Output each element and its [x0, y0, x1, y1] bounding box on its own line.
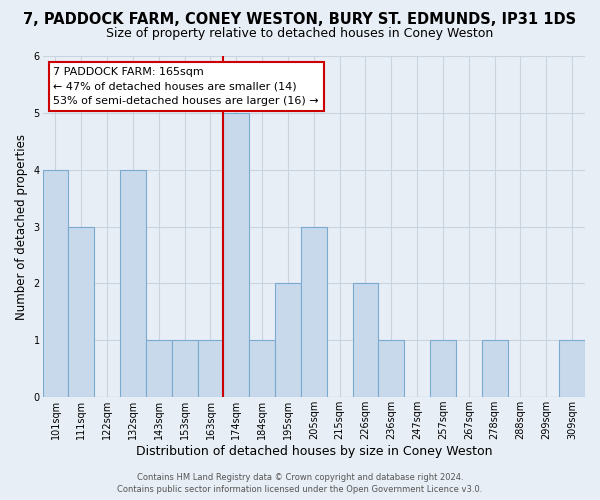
Text: Contains HM Land Registry data © Crown copyright and database right 2024.
Contai: Contains HM Land Registry data © Crown c…: [118, 472, 482, 494]
Bar: [559, 340, 585, 396]
Y-axis label: Number of detached properties: Number of detached properties: [15, 134, 28, 320]
Bar: [43, 170, 68, 396]
Bar: [223, 113, 249, 397]
Bar: [172, 340, 197, 396]
Bar: [379, 340, 404, 396]
Text: 7, PADDOCK FARM, CONEY WESTON, BURY ST. EDMUNDS, IP31 1DS: 7, PADDOCK FARM, CONEY WESTON, BURY ST. …: [23, 12, 577, 28]
Text: 7 PADDOCK FARM: 165sqm
← 47% of detached houses are smaller (14)
53% of semi-det: 7 PADDOCK FARM: 165sqm ← 47% of detached…: [53, 66, 319, 106]
Bar: [120, 170, 146, 396]
Bar: [430, 340, 456, 396]
Bar: [249, 340, 275, 396]
Text: Size of property relative to detached houses in Coney Weston: Size of property relative to detached ho…: [106, 28, 494, 40]
Bar: [275, 284, 301, 397]
Bar: [301, 226, 327, 396]
Bar: [353, 284, 379, 397]
Bar: [146, 340, 172, 396]
Bar: [68, 226, 94, 396]
X-axis label: Distribution of detached houses by size in Coney Weston: Distribution of detached houses by size …: [136, 444, 492, 458]
Bar: [197, 340, 223, 396]
Bar: [482, 340, 508, 396]
